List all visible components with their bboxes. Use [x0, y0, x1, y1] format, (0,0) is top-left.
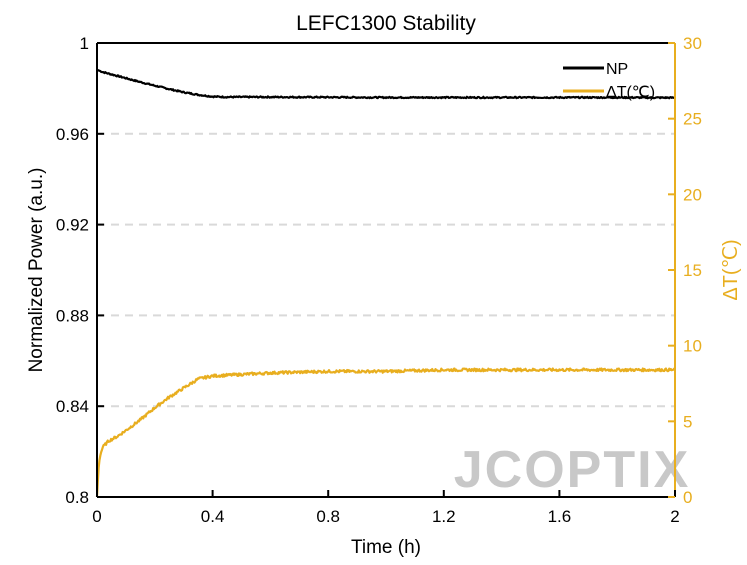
x-tick-label: 1.2	[432, 507, 456, 526]
y-right-tick-label: 25	[683, 110, 702, 129]
series-line-np	[96, 68, 676, 100]
x-tick-label: 0.4	[201, 507, 225, 526]
watermark-logo: JCOPTIX	[454, 441, 691, 499]
legend-label-dt: ΔT(℃)	[606, 84, 655, 101]
y-right-tick-label: 10	[683, 337, 702, 356]
y-right-tick-label: 5	[683, 412, 692, 431]
y-right-tick-label: 15	[683, 261, 702, 280]
axes-layer: 0 0.4 0.8 1.2 1.6 20.80.840.880.920.961051015…	[56, 34, 702, 526]
y-axis-right-title: ΔT(℃)	[720, 239, 742, 300]
series-line-delta-t	[95, 367, 676, 498]
x-tick-label: 0	[92, 507, 101, 526]
y-left-tick-label: 0.8	[65, 488, 89, 507]
y-left-tick-label: 1	[80, 34, 89, 53]
x-axis-title: Time (h)	[351, 537, 421, 558]
chart-title: LEFC1300 Stability	[296, 12, 476, 35]
grid-lines	[97, 132, 675, 408]
x-tick-label: 0.8	[316, 507, 340, 526]
y-axis-left-title: Normalized Power (a.u.)	[26, 168, 47, 373]
y-right-tick-label: 20	[683, 185, 702, 204]
y-right-tick-label: 0	[683, 488, 692, 507]
x-tick-label: 1.6	[548, 507, 572, 526]
legend: NP ΔT(℃)	[563, 61, 655, 101]
legend-label-np: NP	[606, 61, 628, 78]
y-left-tick-label: 0.84	[56, 397, 89, 416]
series-layer	[95, 68, 676, 498]
x-tick-label: 2	[670, 507, 679, 526]
y-left-tick-label: 0.92	[56, 216, 89, 235]
y-right-tick-label: 30	[683, 34, 702, 53]
y-left-tick-label: 0.96	[56, 125, 89, 144]
y-left-tick-label: 0.88	[56, 306, 89, 325]
